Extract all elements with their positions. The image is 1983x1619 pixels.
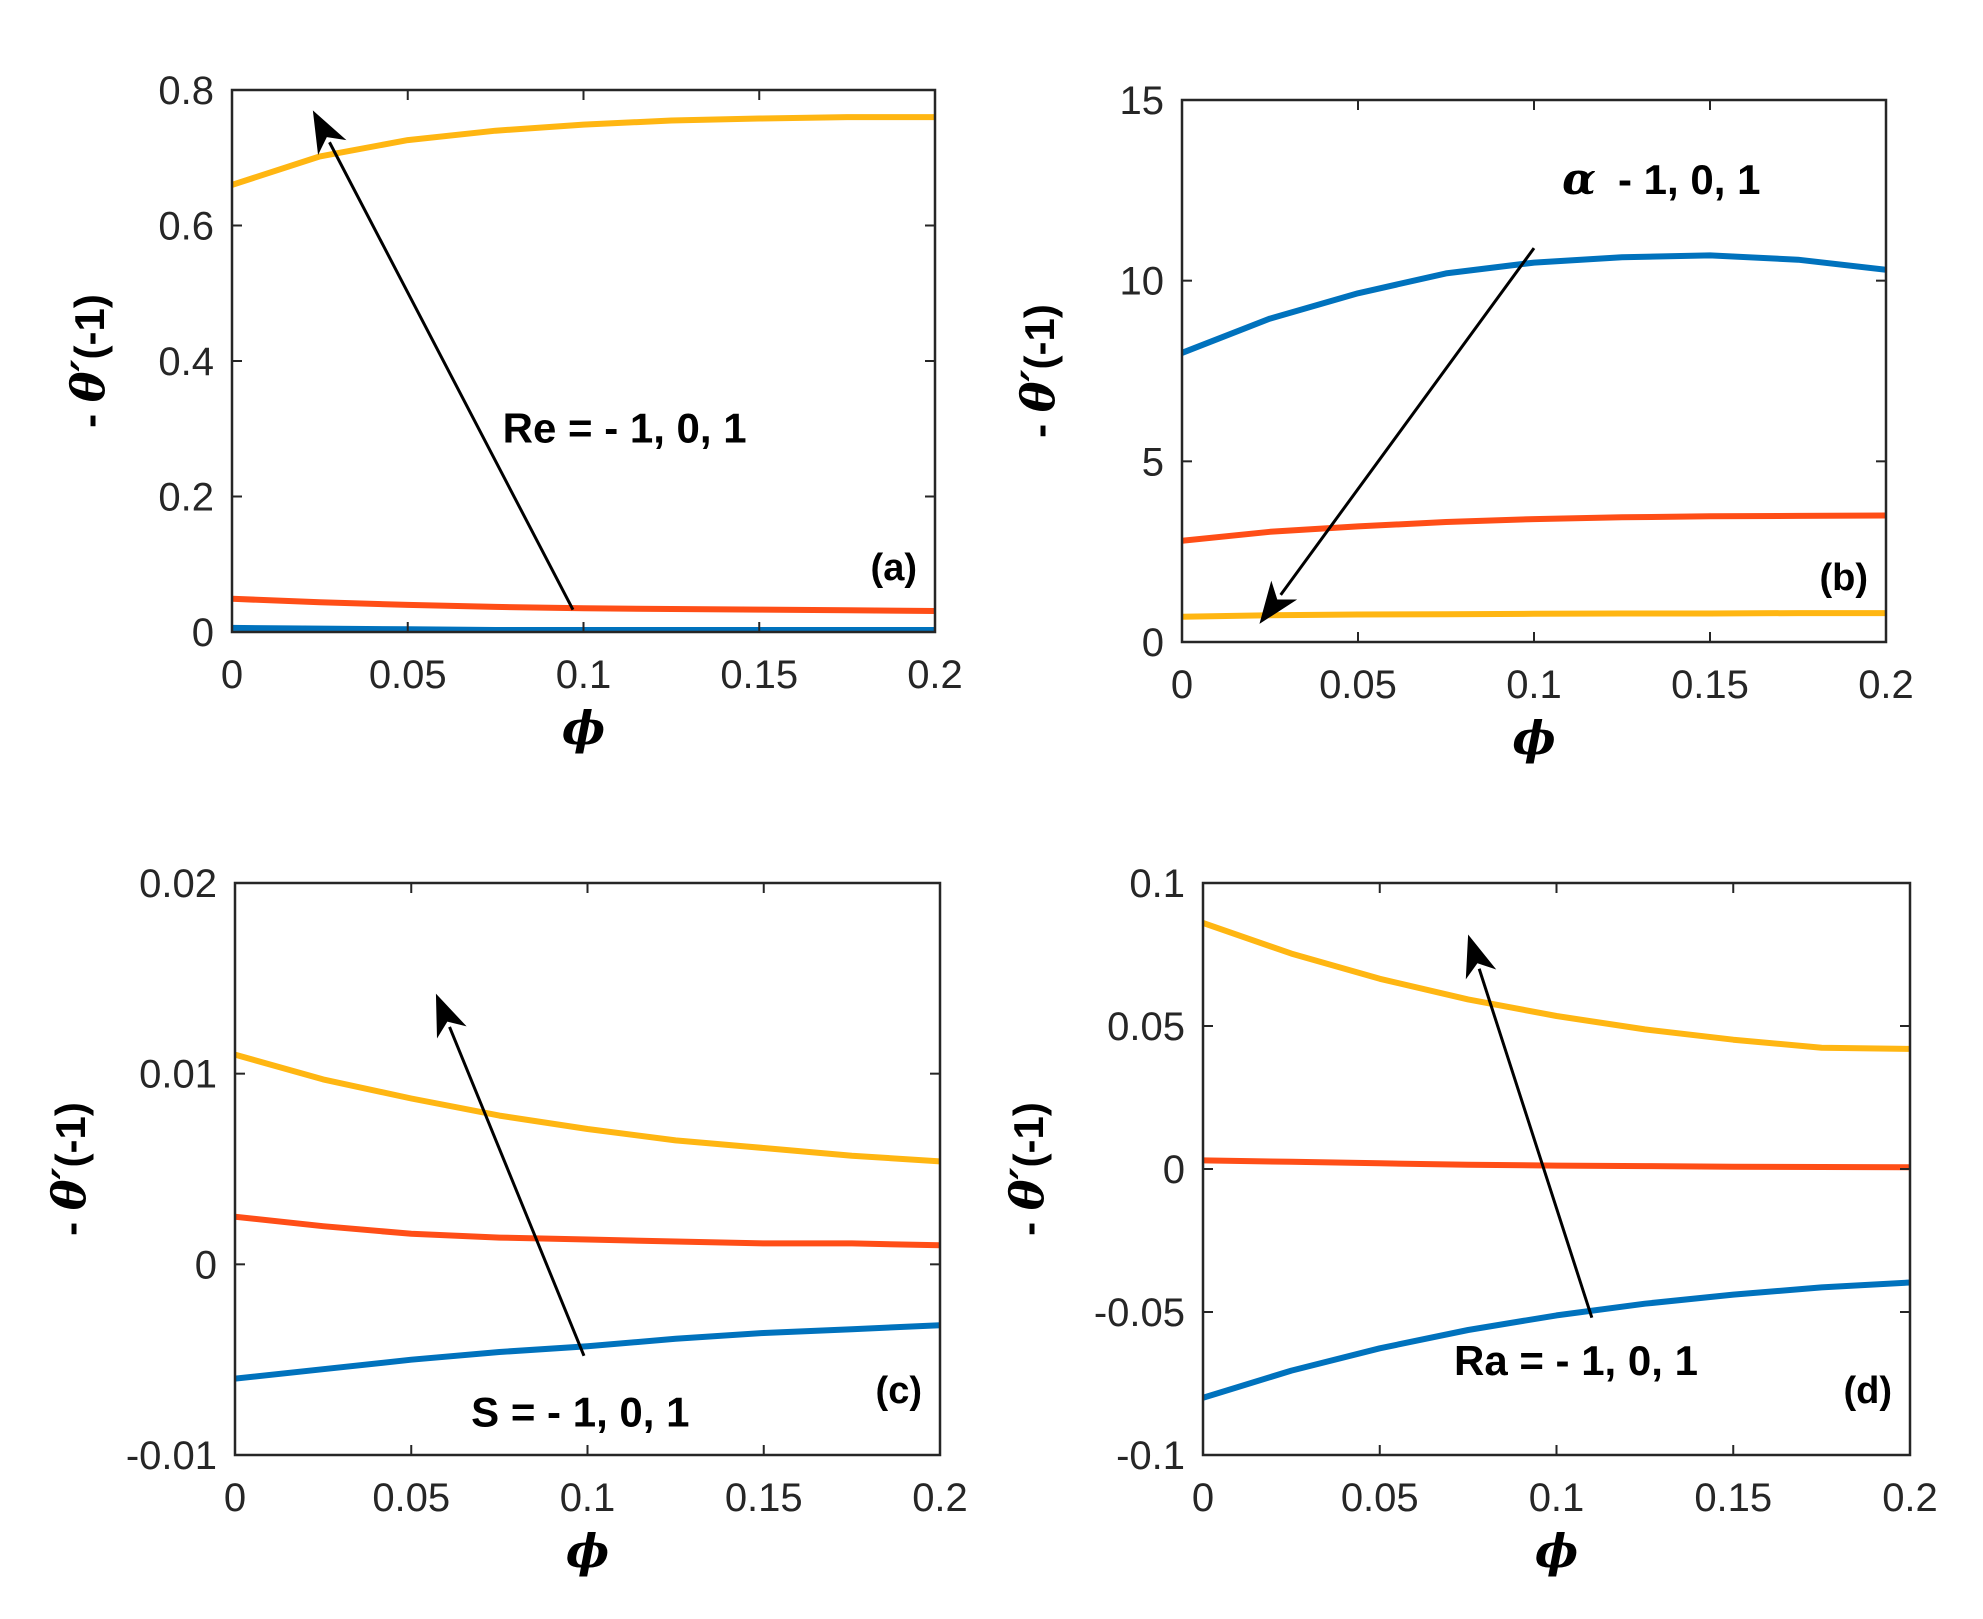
y-tick-label-a: 0 <box>192 611 214 655</box>
y-axis-label-symbol: θ′ <box>61 359 115 402</box>
annotation-arrowhead-d <box>1465 934 1497 980</box>
panel-label-b: (b) <box>1819 557 1868 599</box>
y-axis-label-suffix: (-1) <box>47 1102 94 1167</box>
panel-label-d: (d) <box>1843 1370 1892 1412</box>
annotation-arrowhead-b <box>1259 580 1298 624</box>
series-line-a-3 <box>232 114 935 188</box>
y-tick-label-a: 0.2 <box>158 476 214 520</box>
x-tick-label-a: 0.2 <box>907 653 963 697</box>
annotation-text-d: Ra = - 1, 0, 1 <box>1454 1337 1698 1384</box>
x-tick-label-a: 0.15 <box>720 653 798 697</box>
annotation-arrowhead-c <box>435 993 467 1039</box>
x-tick-label-b: 0.15 <box>1671 663 1749 707</box>
y-tick-label-b: 5 <box>1142 440 1164 484</box>
y-axis-label-symbol: θ′ <box>1011 369 1065 412</box>
y-tick-label-d: 0.05 <box>1107 1005 1185 1049</box>
x-tick-label-c: 0.2 <box>912 1476 968 1520</box>
y-tick-label-b: 10 <box>1120 260 1165 304</box>
y-tick-label-d: 0 <box>1163 1148 1185 1192</box>
series-line-b-2 <box>1182 512 1886 544</box>
series-line-b-1 <box>1182 252 1886 356</box>
panel-label-c: (c) <box>876 1370 922 1412</box>
y-axis-label-prefix: - <box>1016 412 1063 438</box>
annotation-text-c: S = - 1, 0, 1 <box>471 1388 689 1435</box>
x-tick-label-b: 0.2 <box>1858 663 1914 707</box>
annotation-arrow-line-a <box>328 141 575 611</box>
y-tick-label-d: 0.1 <box>1129 862 1185 906</box>
y-axis-label-symbol: θ′ <box>42 1167 96 1210</box>
series-line-c-3 <box>235 1051 940 1165</box>
x-tick-label-c: 0.15 <box>725 1476 803 1520</box>
annotation-text-b: α - 1, 0, 1 <box>1562 154 1760 205</box>
annotation-text-a: Re = - 1, 0, 1 <box>503 404 747 451</box>
series-line-d-1 <box>1203 1279 1910 1401</box>
y-axis-label-a: - θ′(-1) <box>61 294 115 428</box>
y-axis-label-symbol: θ′ <box>1000 1167 1054 1210</box>
x-tick-label-a: 0.1 <box>556 653 612 697</box>
plot-frame-b <box>1180 98 1888 644</box>
x-tick-label-b: 0.1 <box>1506 663 1562 707</box>
panel-a: 0 0.05 0.1 0.15 0.2 0 0.2 0.4 0.6 0.8 ϕ - θ′(-1) (a)… <box>61 69 963 755</box>
x-tick-label-d: 0.05 <box>1341 1476 1419 1520</box>
x-tick-label-d: 0.1 <box>1529 1476 1585 1520</box>
y-tick-label-d: -0.1 <box>1116 1434 1185 1478</box>
series-line-c-2 <box>235 1213 940 1249</box>
y-axis-label-c: - θ′(-1) <box>42 1102 96 1236</box>
y-axis-label-d: - θ′(-1) <box>1000 1102 1054 1236</box>
y-axis-label-b: - θ′(-1) <box>1011 304 1065 438</box>
y-axis-label-suffix: (-1) <box>66 294 113 359</box>
x-tick-label-a: 0.05 <box>369 653 447 697</box>
x-tick-label-d: 0 <box>1192 1476 1214 1520</box>
x-axis-label-b: ϕ <box>1512 711 1555 765</box>
annotation-values: - 1, 0, 1 <box>1618 156 1760 203</box>
y-tick-label-c: -0.01 <box>126 1434 217 1478</box>
y-axis-label-suffix: (-1) <box>1016 304 1063 369</box>
y-tick-label-d: -0.05 <box>1094 1291 1185 1335</box>
y-axis-label-suffix: (-1) <box>1005 1102 1052 1167</box>
panel-label-a: (a) <box>871 547 917 589</box>
annotation-arrow-line-c <box>448 1026 586 1357</box>
series-line-a-2 <box>232 595 935 614</box>
x-tick-label-c: 0 <box>224 1476 246 1520</box>
y-tick-label-b: 15 <box>1120 79 1165 123</box>
x-tick-label-d: 0.15 <box>1694 1476 1772 1520</box>
x-tick-label-b: 0 <box>1171 663 1193 707</box>
y-axis-label-prefix: - <box>66 402 113 428</box>
plot-frame-a <box>230 88 937 634</box>
y-tick-label-a: 0.8 <box>158 69 214 113</box>
x-axis-label-c: ϕ <box>566 1524 609 1578</box>
y-axis-label-prefix: - <box>1005 1210 1052 1236</box>
y-tick-label-c: 0.02 <box>139 862 217 906</box>
annotation-arrow-line-b <box>1279 247 1536 596</box>
series-line-b-3 <box>1182 610 1886 620</box>
series-line-d-3 <box>1203 920 1910 1052</box>
annotation-arrowhead-a <box>312 110 347 155</box>
series-line-d-2 <box>1203 1157 1910 1171</box>
x-tick-label-c: 0.05 <box>372 1476 450 1520</box>
x-tick-label-b: 0.05 <box>1319 663 1397 707</box>
y-tick-label-a: 0.6 <box>158 205 214 249</box>
x-axis-label-a: ϕ <box>562 701 605 755</box>
y-tick-label-b: 0 <box>1142 621 1164 665</box>
y-tick-label-c: 0 <box>195 1243 217 1287</box>
annotation-arrow-line-d <box>1477 968 1594 1319</box>
y-axis-label-prefix: - <box>47 1210 94 1236</box>
y-tick-label-a: 0.4 <box>158 340 214 384</box>
series-line-c-1 <box>235 1322 940 1382</box>
panel-b: 0 0.05 0.1 0.15 0.2 0 5 10 15 ϕ - θ′(-1) (b) α - 1, 0… <box>1011 79 1914 765</box>
annotation-symbol: α <box>1562 154 1596 205</box>
x-tick-label-a: 0 <box>221 653 243 697</box>
x-axis-label-d: ϕ <box>1535 1524 1578 1578</box>
x-tick-label-d: 0.2 <box>1882 1476 1938 1520</box>
x-tick-label-c: 0.1 <box>560 1476 616 1520</box>
y-tick-label-c: 0.01 <box>139 1053 217 1097</box>
